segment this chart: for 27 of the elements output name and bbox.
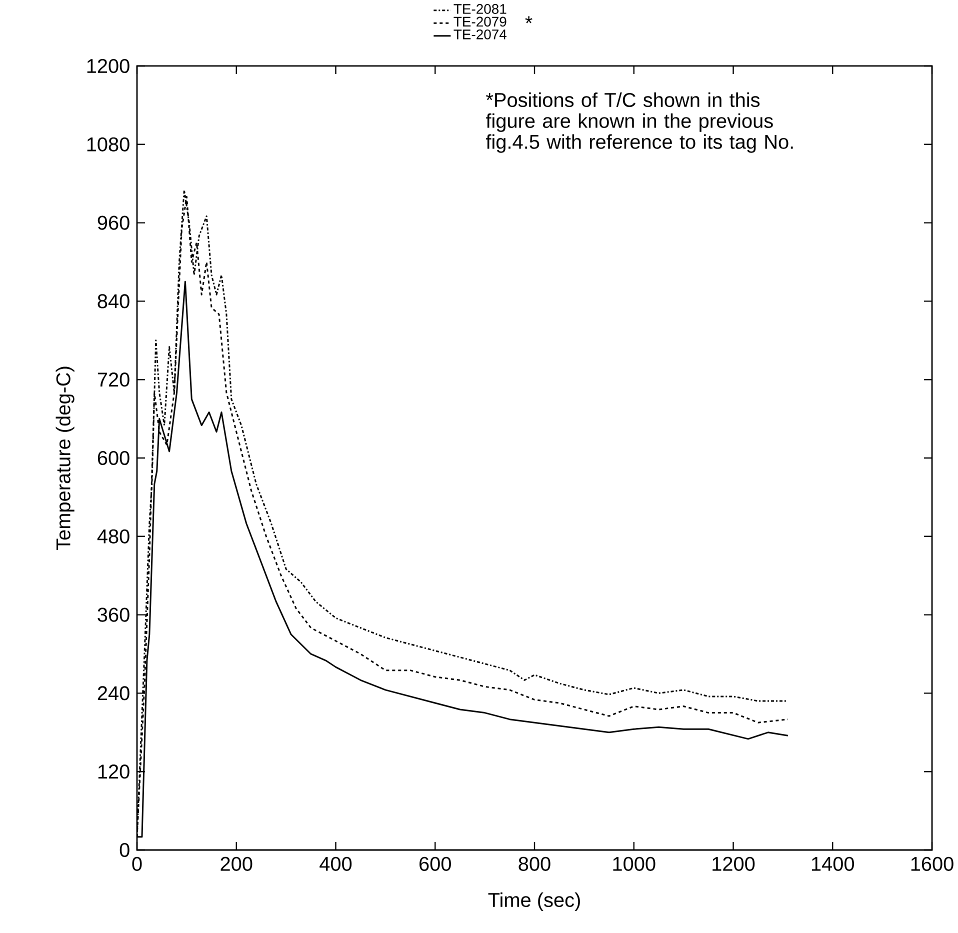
annotation: *Positions of T/C shown in this figure are known in the previous fig.4.5 with reference to its tag No.: [486, 92, 793, 153]
x-tick-label: 400: [320, 856, 352, 871]
text: *: [525, 16, 532, 24]
x-tick-label: 1400: [812, 856, 854, 871]
x-tick-label: 1200: [712, 856, 755, 871]
y-tick-label: 240: [98, 686, 130, 700]
y-tick-label: 120: [98, 764, 130, 779]
x-tick-label: 1000: [613, 856, 656, 871]
y-axis-title: Temperature (deg-C): [56, 366, 74, 550]
y-tick-label: 1080: [87, 137, 130, 152]
y-tick-label: 480: [97, 529, 130, 544]
x-tick-label: 200: [220, 856, 252, 871]
y-tick-label: 720: [98, 372, 130, 387]
y-tick-label: 960: [98, 216, 130, 230]
y-tick-label: 600: [98, 450, 130, 466]
legend-label: TE-2074: [454, 29, 506, 40]
x-tick-label: 0: [132, 856, 142, 871]
y-tick-label: 360: [98, 608, 130, 622]
legend-label: TE-2081: [454, 4, 506, 14]
x-axis-title: Time (sec): [488, 892, 580, 911]
legend-label: TE-2079: [454, 16, 506, 27]
y-tick-label: 1200: [87, 58, 130, 74]
x-tick-label: 1600: [911, 856, 954, 871]
y-tick-label: 840: [98, 294, 130, 308]
x-tick-label: 600: [420, 856, 451, 871]
x-tick-label: 800: [518, 856, 550, 871]
y-tick-label: 0: [120, 842, 130, 858]
